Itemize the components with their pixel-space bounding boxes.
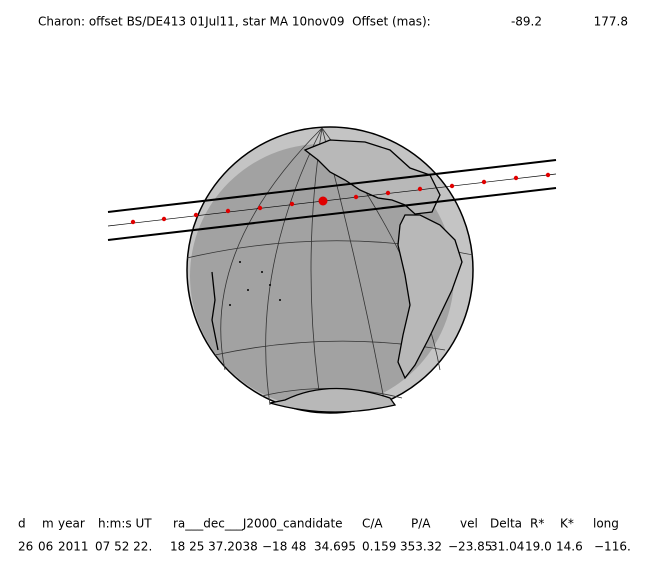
offset-ra: -89.2 [511,15,542,29]
table-value: 14.6 [556,540,583,554]
table-header: long [593,517,619,531]
table-value: 19.0 [525,540,552,554]
table-value: 18 25 37.2038 [170,540,258,554]
table-value: 353.32 [400,540,442,554]
table-header: d [18,517,26,531]
shadow-path [107,159,557,241]
table-value: 31.04 [490,540,524,554]
table-value: 26 [18,540,33,554]
table-value: −116. [594,540,631,554]
table-value: 06 [38,540,53,554]
table-header: Delta [490,517,522,531]
globe [186,126,474,414]
event-table: d m year h:m:s UT ra___dec___J2000_candidate… [18,517,631,554]
table-header: P/A [411,517,431,531]
table-header: m [42,517,54,531]
table-header: vel [460,517,478,531]
table-value: 07 52 22. [95,540,152,554]
offset-dec: 177.8 [594,15,628,29]
table-header: R* [530,517,544,531]
table-value: 2011 [58,540,89,554]
table-value: −18 48 34.695 [262,540,356,554]
title: Charon: offset BS/DE413 01Jul11, star MA… [38,15,431,29]
table-value: −23.85 [448,540,492,554]
table-value: 0.159 [362,540,396,554]
table-header: C/A [362,517,383,531]
table-header: h:m:s UT [98,517,152,531]
table-header: K* [560,517,574,531]
table-header: ra___dec___J2000_candidate [173,517,343,531]
table-header: year [58,517,85,531]
